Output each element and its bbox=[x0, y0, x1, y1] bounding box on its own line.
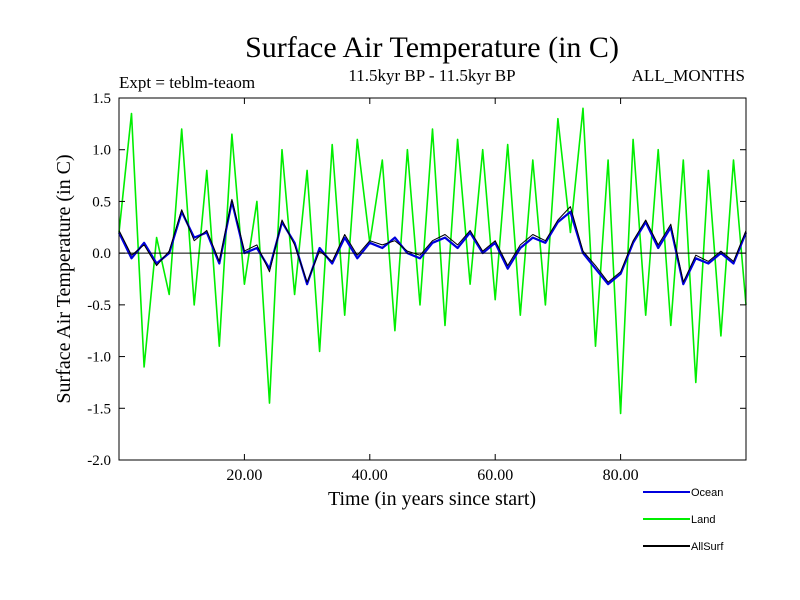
y-tick-label: 1.0 bbox=[92, 143, 111, 159]
legend-label-land: Land bbox=[691, 514, 715, 526]
y-tick-label: -2.0 bbox=[87, 453, 111, 469]
y-tick-label: 0.0 bbox=[92, 246, 111, 262]
series-layer bbox=[118, 107, 748, 415]
plot-area: 20.00 40.00 60.00 80.00 -2.0 -1.5 -1.0 -0.5 0.0… bbox=[87, 91, 748, 484]
period-label: ALL_MONTHS bbox=[632, 66, 745, 85]
series-land-line bbox=[118, 107, 747, 415]
x-tick-label: 80.00 bbox=[603, 467, 639, 484]
x-tick-label: 20.00 bbox=[226, 467, 262, 484]
x-axis-label: Time (in years since start) bbox=[328, 488, 536, 510]
y-tick-label: 0.5 bbox=[92, 194, 111, 210]
legend: Ocean Land AllSurf bbox=[643, 487, 724, 553]
chart-subtitle: 11.5kyr BP - 11.5kyr BP bbox=[348, 66, 515, 85]
y-tick-label: -1.5 bbox=[87, 401, 111, 417]
chart-title: Surface Air Temperature (in C) bbox=[245, 31, 619, 64]
y-tick-label: -1.0 bbox=[87, 350, 111, 366]
legend-label-ocean: Ocean bbox=[691, 487, 723, 499]
experiment-label: Expt = teblm-teaom bbox=[119, 73, 255, 92]
x-tick-label: 60.00 bbox=[477, 467, 513, 484]
y-axis-label: Surface Air Temperature (in C) bbox=[53, 154, 75, 403]
y-axis-ticks: -2.0 -1.5 -1.0 -0.5 0.0 0.5 1.0 1.5 bbox=[87, 91, 746, 469]
legend-label-allsurf: AllSurf bbox=[691, 541, 724, 553]
x-axis-ticks: 20.00 40.00 60.00 80.00 bbox=[226, 98, 639, 484]
series-allsurf-line bbox=[118, 198, 747, 283]
plot-frame bbox=[118, 97, 747, 461]
x-tick-label: 40.00 bbox=[352, 467, 388, 484]
y-tick-label: 1.5 bbox=[92, 91, 111, 107]
y-tick-label: -0.5 bbox=[87, 298, 111, 314]
